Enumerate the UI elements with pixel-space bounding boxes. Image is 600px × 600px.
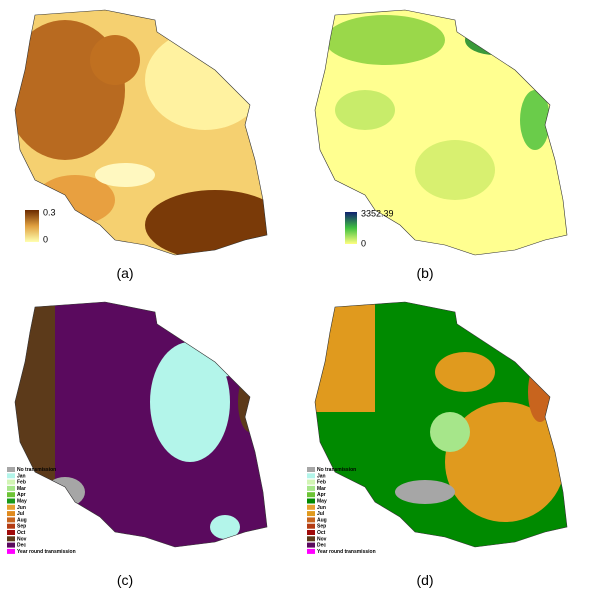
map-d: No transmissionJanFebMarAprMayJunJulAugS…	[307, 301, 568, 555]
legend-swatch	[307, 504, 315, 510]
legend-swatch	[307, 492, 315, 498]
legend-swatch	[7, 536, 15, 542]
legend-label: No transmission	[17, 467, 56, 473]
legend-label: Aug	[17, 517, 27, 523]
legend-label: Sep	[317, 524, 326, 530]
legend-swatch	[307, 473, 315, 479]
legend-swatch	[307, 517, 315, 523]
legend-label: Apr	[317, 492, 326, 498]
legend-swatch	[7, 479, 15, 485]
legend-swatch	[7, 485, 15, 491]
legend-swatch	[7, 511, 15, 517]
colorbar-min: 0	[43, 234, 48, 244]
panel-label: (d)	[416, 572, 433, 588]
legend-swatch	[307, 479, 315, 485]
legend-swatch	[307, 548, 315, 554]
legend-swatch	[7, 517, 15, 523]
map-a: 0.3 0	[14, 9, 268, 256]
legend-label: Sep	[17, 524, 26, 530]
legend-swatch	[307, 485, 315, 491]
panel-label: (b)	[416, 265, 433, 281]
legend-swatch	[7, 473, 15, 479]
legend-label: Dec	[317, 543, 326, 549]
colorbar-max: 0.3	[43, 207, 56, 217]
legend-label: Dec	[17, 543, 26, 549]
legend-swatch	[307, 523, 315, 529]
map-c: No transmissionJanFebMarAprMayJunJulAugS…	[7, 301, 268, 555]
legend-label: Year round transmission	[17, 549, 76, 555]
legend-label: Year round transmission	[317, 549, 376, 555]
map-b: 3352.39 0	[314, 9, 568, 256]
legend-swatch	[307, 467, 315, 472]
panel-label: (c)	[117, 572, 133, 588]
legend-label: Feb	[17, 480, 26, 486]
legend-label: Mar	[317, 486, 326, 492]
legend-swatch	[7, 523, 15, 529]
legend-label: Oct	[17, 530, 26, 536]
colorbar	[345, 212, 357, 244]
legend: No transmissionJanFebMarAprMayJunJulAugS…	[7, 467, 76, 555]
legend-swatch	[307, 530, 315, 535]
legend-swatch	[7, 467, 15, 472]
legend-swatch	[7, 504, 15, 510]
legend-label: May	[17, 499, 27, 505]
legend-label: No transmission	[317, 467, 356, 473]
legend-label: Jul	[17, 511, 25, 517]
legend-swatch	[7, 548, 15, 554]
legend-swatch	[307, 511, 315, 517]
colorbar-max: 3352.39	[361, 208, 394, 218]
legend-label: Oct	[317, 530, 326, 536]
legend-swatch	[307, 498, 315, 504]
legend-label: Nov	[17, 536, 27, 542]
legend-label: Mar	[17, 486, 26, 492]
legend-label: Jun	[317, 505, 326, 511]
legend-label: Feb	[317, 480, 326, 486]
legend-swatch	[7, 530, 15, 535]
legend-label: Apr	[17, 492, 26, 498]
legend-swatch	[7, 542, 15, 548]
legend-label: May	[317, 499, 327, 505]
colorbar-min: 0	[361, 238, 366, 248]
legend-swatch	[7, 492, 15, 498]
panel-label: (a)	[116, 265, 133, 281]
legend-label: Aug	[317, 517, 327, 523]
legend-label: Jul	[317, 511, 325, 517]
legend-label: Nov	[317, 536, 327, 542]
legend: No transmissionJanFebMarAprMayJunJulAugS…	[307, 467, 376, 555]
legend-swatch	[307, 542, 315, 548]
legend-swatch	[307, 536, 315, 542]
colorbar	[25, 210, 39, 242]
legend-label: Jan	[317, 473, 326, 479]
legend-label: Jun	[17, 505, 26, 511]
legend-swatch	[7, 498, 15, 504]
legend-label: Jan	[17, 473, 26, 479]
